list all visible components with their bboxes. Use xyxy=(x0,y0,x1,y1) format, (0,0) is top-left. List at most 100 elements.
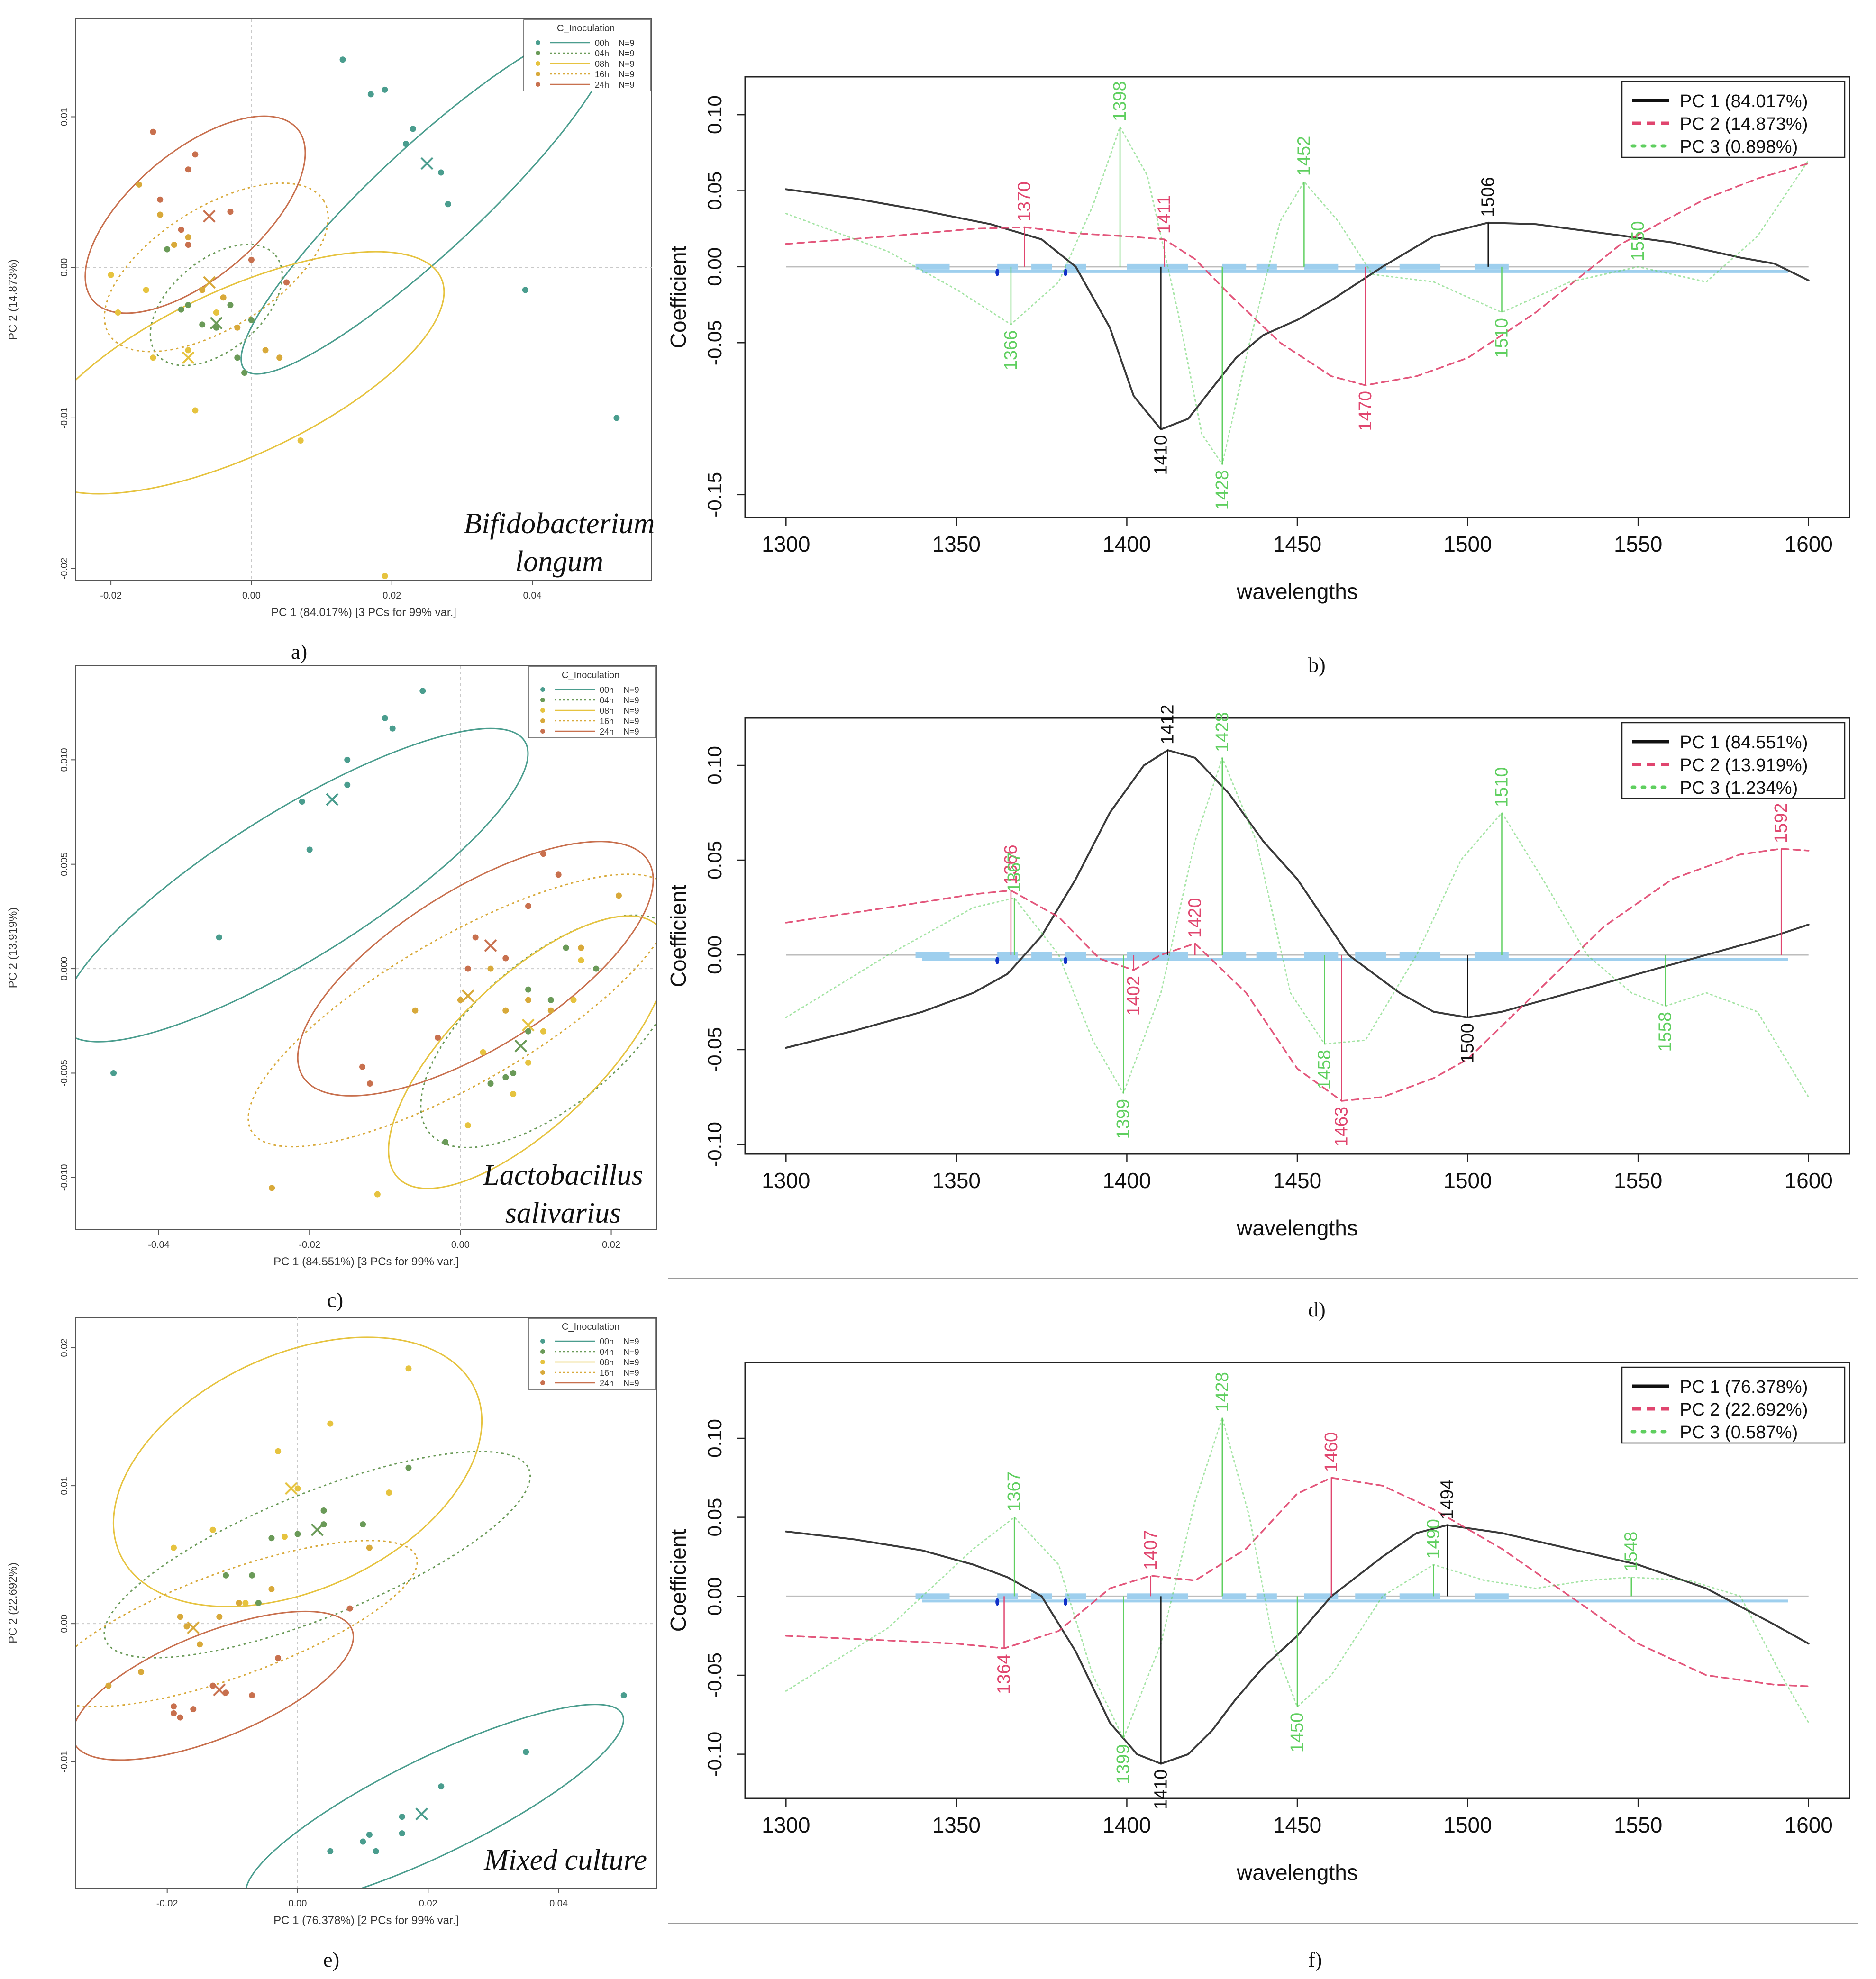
band-segment xyxy=(1474,952,1509,958)
confidence-ellipse-h08 xyxy=(388,915,656,1189)
x-tick-label: 1450 xyxy=(1273,532,1321,556)
legend-label: 08h xyxy=(595,59,609,69)
data-point-h00 xyxy=(389,725,396,732)
data-point-h24 xyxy=(192,151,199,158)
plot-frame xyxy=(75,18,652,581)
series-line-pc3 xyxy=(785,1417,1810,1739)
centroid-marker-h24 xyxy=(213,1683,226,1697)
band-segment xyxy=(1127,1593,1188,1599)
centroid-stroke xyxy=(326,793,339,806)
centroid-marker-h16 xyxy=(203,276,216,289)
legend-marker xyxy=(540,1349,545,1354)
series-line-pc3 xyxy=(785,126,1810,465)
plot-area xyxy=(76,19,652,581)
x-tick-label: 0.00 xyxy=(289,1898,307,1909)
legend-label: 24h xyxy=(600,1379,614,1388)
data-point-h16 xyxy=(216,1614,223,1620)
x-tick-label: 0.04 xyxy=(523,590,542,601)
peak-label-pc3: 1558 xyxy=(1656,1012,1676,1052)
legend-label: 08h xyxy=(600,1358,614,1367)
band-segment xyxy=(1256,1593,1277,1599)
centroid-stroke xyxy=(209,317,223,330)
band-segment xyxy=(1399,263,1441,270)
data-point-h08 xyxy=(405,1365,412,1372)
x-tick-label: 1300 xyxy=(762,1813,810,1837)
band-marker xyxy=(1063,1598,1067,1606)
data-point-h04 xyxy=(227,302,234,309)
centroid-stroke xyxy=(284,1482,298,1495)
x-tick-label: 1400 xyxy=(1102,1813,1151,1837)
legend-label: 00h xyxy=(600,685,614,695)
data-point-h16 xyxy=(269,1185,275,1191)
x-tick-label: 1400 xyxy=(1102,1168,1151,1193)
x-axis-label: wavelengths xyxy=(1236,1216,1358,1240)
x-tick-label: 1300 xyxy=(762,532,810,556)
data-point-h00 xyxy=(306,846,313,853)
confidence-ellipse-h16 xyxy=(247,873,656,1148)
x-tick-label: 1550 xyxy=(1614,1813,1662,1837)
peak-label-pc3: 1367 xyxy=(1004,1471,1024,1512)
data-point-h00 xyxy=(613,415,620,421)
legend-count: N=9 xyxy=(619,49,635,58)
legend-count: N=9 xyxy=(619,38,635,48)
data-point-h16 xyxy=(457,997,464,1003)
data-point-h24 xyxy=(157,196,164,203)
y-tick-label: 0.01 xyxy=(59,108,70,126)
scatter-plot-c: -0.04 -0.02 0.00 0.02 -0.010 -0.005 0.000 0.005… xyxy=(7,665,657,1268)
data-point-h24 xyxy=(178,227,184,233)
caption-c: c) xyxy=(327,1289,344,1312)
peak-label-pc2: 1407 xyxy=(1141,1530,1161,1570)
peak-label-pc3: 1548 xyxy=(1621,1532,1641,1572)
loading-plot-f: 1410 1494 1364 1407 1460 1367 1399 1428 1450 1490… xyxy=(666,1362,1850,1885)
data-point-h24 xyxy=(472,934,479,941)
y-tick-label: -0.05 xyxy=(703,1652,726,1698)
band-segment xyxy=(1256,952,1277,958)
data-point-h00 xyxy=(366,1831,373,1838)
y-axis-label: Coefficient xyxy=(666,246,691,349)
peak-label-pc2: 1470 xyxy=(1356,391,1375,431)
peak-label-pc1: 1500 xyxy=(1458,1023,1478,1063)
legend-marker xyxy=(540,718,545,723)
x-axis-label: PC 1 (84.017%) [3 PCs for 99% var.] xyxy=(271,606,456,619)
data-point-h04 xyxy=(241,370,248,376)
x-tick-label: 1450 xyxy=(1273,1813,1321,1837)
band-segment xyxy=(1031,263,1052,270)
y-tick-label: -0.05 xyxy=(703,1027,726,1072)
data-point-h16 xyxy=(197,1641,203,1648)
data-point-h08 xyxy=(185,347,191,354)
data-point-h16 xyxy=(502,1007,509,1014)
legend-label: 24h xyxy=(595,80,609,90)
centroid-stroke xyxy=(182,351,195,364)
legend-label-pc3: PC 3 (1.234%) xyxy=(1680,778,1798,798)
peak-label-pc3: 1428 xyxy=(1212,1372,1232,1412)
data-point-h16 xyxy=(615,892,622,899)
caption-a: a) xyxy=(291,640,308,663)
centroid-marker-h04 xyxy=(209,317,223,330)
centroid-marker-h24 xyxy=(484,939,497,953)
data-point-h00 xyxy=(399,1814,405,1820)
confidence-ellipse-h16 xyxy=(76,1540,418,1708)
x-tick-label: 1300 xyxy=(762,1168,810,1193)
data-point-h16 xyxy=(487,965,494,972)
centroid-stroke xyxy=(420,157,434,170)
data-point-h24 xyxy=(283,279,290,286)
data-point-h04 xyxy=(255,1600,262,1606)
legend-marker xyxy=(540,708,545,713)
data-point-h04 xyxy=(223,1572,229,1579)
peak-label-pc2: 1364 xyxy=(994,1654,1014,1694)
legend-label: 00h xyxy=(600,1337,614,1346)
legend-marker xyxy=(536,51,540,55)
data-point-h24 xyxy=(502,955,509,962)
band-marker xyxy=(1063,268,1067,276)
centroid-marker-h00 xyxy=(326,793,339,806)
legend-label: 04h xyxy=(600,696,614,705)
loading-plot-b: 1410 1506 1370 1411 1470 1366 1398 1428 1452 1510… xyxy=(666,76,1850,604)
y-tick-label: -0.005 xyxy=(59,1060,70,1087)
data-point-h08 xyxy=(570,997,577,1003)
data-point-h04 xyxy=(547,997,554,1003)
y-tick-label: 0.05 xyxy=(703,172,726,210)
data-point-h16 xyxy=(525,997,532,1003)
legend-label-pc3: PC 3 (0.587%) xyxy=(1680,1423,1798,1443)
confidence-ellipse-h24 xyxy=(76,1610,354,1761)
peak-label-pc2: 1592 xyxy=(1771,803,1791,843)
